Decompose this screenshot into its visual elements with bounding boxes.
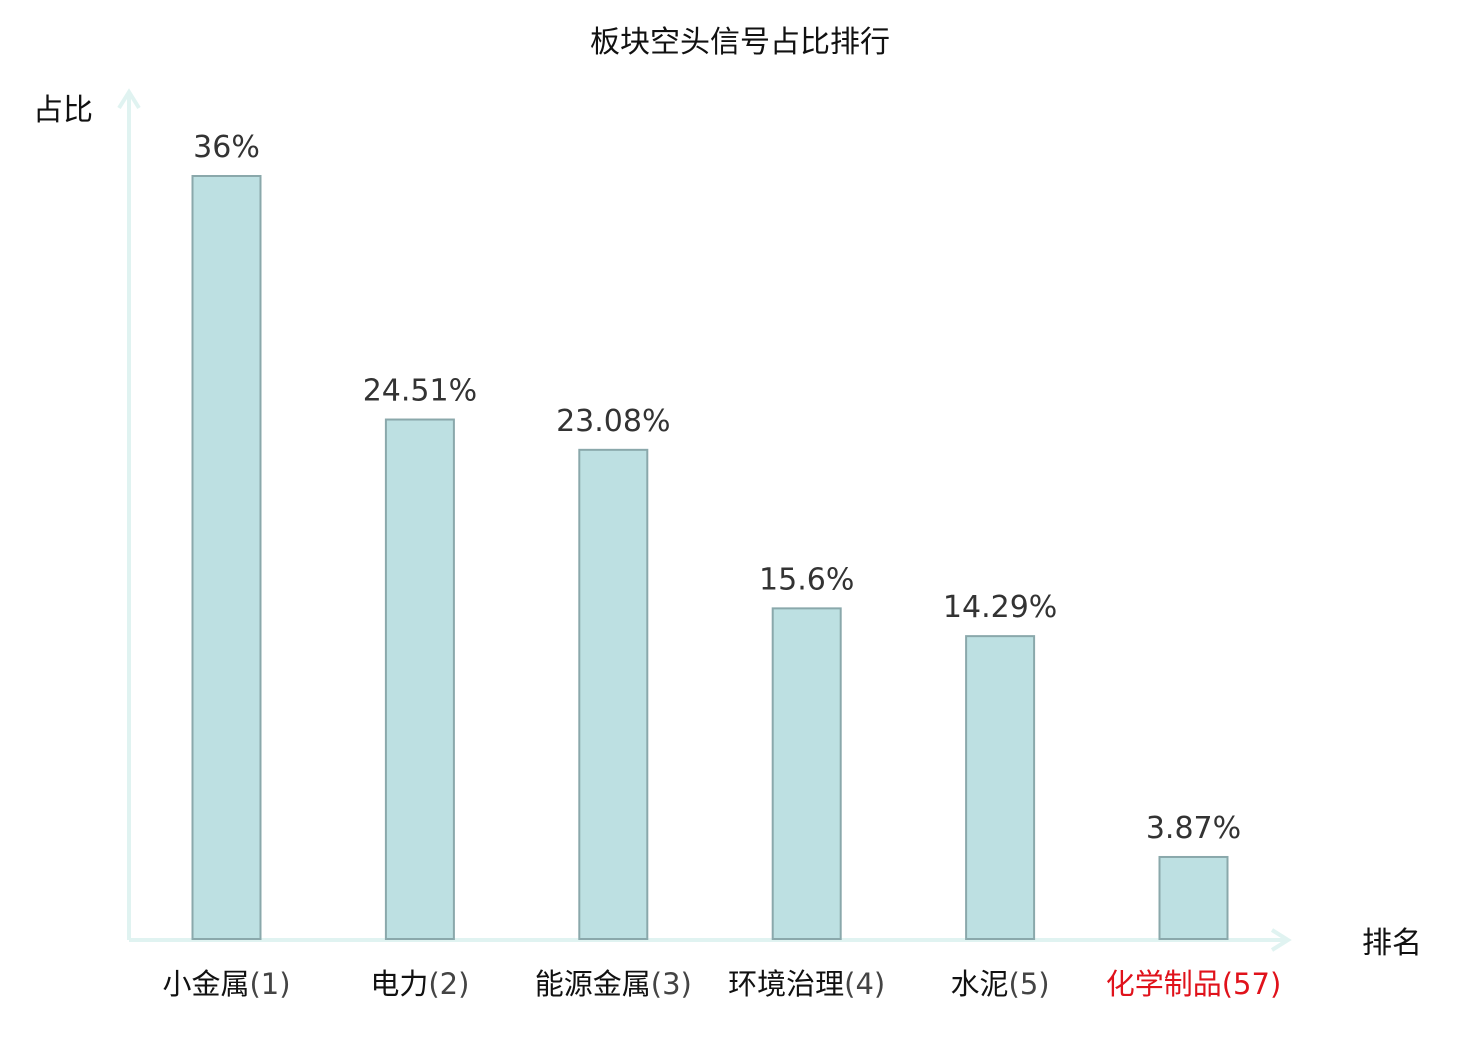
x-tick-label: 能源金属(3) [535, 967, 692, 1001]
x-tick-label: 环境治理(4) [728, 967, 885, 1001]
bar-value-label: 14.29% [943, 590, 1057, 625]
bars-group: 36% 小金属(1) 24.51% 电力(2) 23.08% 能源金属(3) 15.6% 环境… [162, 130, 1281, 1001]
bar-value-label: 36% [193, 130, 260, 165]
x-tick-category: 化学制品 [1106, 967, 1222, 1001]
x-tick-category: 能源金属 [535, 967, 651, 1001]
x-tick-rank: (4) [844, 967, 885, 1001]
bar-value-label: 15.6% [759, 562, 854, 597]
x-tick-label: 化学制品(57) [1106, 967, 1282, 1001]
bar [1158, 855, 1229, 940]
x-tick-category: 水泥 [951, 967, 1009, 1001]
x-tick-rank: (1) [249, 967, 290, 1001]
bar [384, 418, 455, 940]
x-tick-rank: (5) [1009, 967, 1050, 1001]
bar [191, 175, 262, 940]
x-tick-label: 小金属(1) [162, 967, 290, 1001]
bar-value-label: 24.51% [363, 374, 477, 409]
x-axis-label: 排名 [1362, 926, 1422, 961]
x-tick-category: 小金属 [162, 967, 249, 1001]
x-tick-category: 环境治理 [728, 967, 844, 1001]
x-tick-rank: (3) [651, 967, 692, 1001]
x-tick-label: 电力(2) [370, 967, 469, 1001]
bar [965, 635, 1036, 941]
chart-title: 板块空头信号占比排行 [590, 25, 890, 60]
x-tick-category: 电力 [370, 967, 428, 1001]
bar [771, 607, 842, 940]
bar-value-label: 23.08% [556, 404, 670, 439]
x-tick-rank: (57) [1222, 967, 1282, 1001]
bar-value-label: 3.87% [1146, 811, 1241, 846]
x-tick-label: 水泥(5) [951, 967, 1050, 1001]
x-tick-rank: (2) [428, 967, 469, 1001]
x-axis-arrow [1270, 928, 1292, 952]
y-axis-arrow [117, 88, 141, 110]
bar [578, 448, 649, 940]
y-axis-label: 占比 [33, 93, 93, 128]
